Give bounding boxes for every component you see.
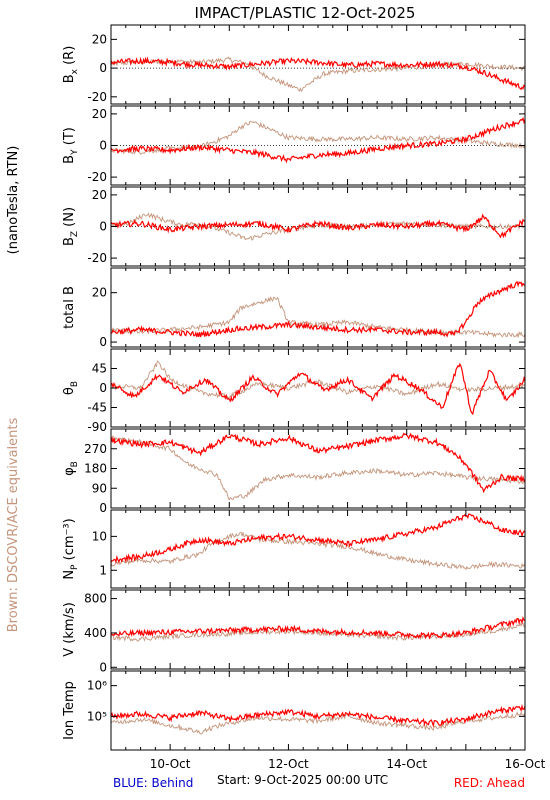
series-ahead-theta <box>111 362 525 416</box>
series-dscovr-by <box>111 120 525 155</box>
ytick-label: 0 <box>99 139 107 153</box>
ytick-label: -20 <box>87 170 107 184</box>
ytick-label: -90 <box>87 420 107 434</box>
ytick-label: 20 <box>92 188 107 202</box>
ytick-label: 90 <box>92 481 107 495</box>
ytick-label: 0 <box>99 61 107 75</box>
series-dscovr-bz <box>111 212 525 241</box>
ytick-label: -20 <box>87 90 107 104</box>
ylabel-bx: Bx (R) <box>62 46 80 84</box>
panel-np: 10 1 NP (cm⁻³) <box>62 509 526 589</box>
footer-behind: BLUE: Behind <box>113 776 193 790</box>
panel-frame <box>110 670 526 751</box>
xtick-label: 16-Oct <box>505 757 546 771</box>
footer-start: Start: 9-Oct-2025 00:00 UTC <box>217 773 388 787</box>
ytick-label: 20 <box>92 107 107 121</box>
panels-group: 20 0 -20 Bx (R) 20 0 -20 BY (T) 20 0 -20 BZ (N) 20 0 t… <box>62 24 526 751</box>
ylabel-theta: θB <box>62 381 80 395</box>
ytick-label: 20 <box>92 32 107 46</box>
series-dscovr-theta <box>111 360 525 400</box>
panel-btot: 20 0 total B <box>62 267 526 349</box>
panel-by: 20 0 -20 BY (T) <box>62 105 526 186</box>
series-dscovr-btot <box>111 295 525 339</box>
series-ahead-np <box>111 513 525 564</box>
plot-title: IMPACT/PLASTIC 12-Oct-2025 <box>195 4 416 22</box>
series-dscovr-phi <box>111 435 525 501</box>
ytick-label: 10 <box>92 529 107 543</box>
ylabel-phi: φB <box>62 461 80 476</box>
ytick-label: 180 <box>84 462 107 476</box>
ylabel-np: NP (cm⁻³) <box>62 518 80 579</box>
footer-ahead: RED: Ahead <box>454 776 525 790</box>
ylabel-by: BY (T) <box>62 127 80 164</box>
ytick-label: 45 <box>92 362 107 376</box>
ytick-label: 0 <box>99 501 107 515</box>
panel-bz: 20 0 -20 BZ (N) <box>62 186 526 267</box>
series-ahead-v <box>111 615 525 640</box>
series-ahead-temp <box>111 703 525 728</box>
xtick-label: 10-Oct <box>150 757 191 771</box>
ylabel-v: V (km/s) <box>62 602 77 657</box>
series-dscovr-bx <box>111 56 525 93</box>
series-ahead-by <box>111 116 525 164</box>
panel-bx: 20 0 -20 Bx (R) <box>62 24 526 105</box>
ytick-label: 0 <box>99 381 107 395</box>
xtick-label: 12-Oct <box>268 757 309 771</box>
ytick-label: 800 <box>84 592 107 606</box>
series-dscovr-temp <box>111 711 525 735</box>
series-dscovr-np <box>111 531 525 571</box>
ylabel-btot: total B <box>62 286 77 329</box>
x-axis: 10-Oct 12-Oct 14-Oct 16-Oct <box>150 757 546 771</box>
panel-frame <box>110 428 526 509</box>
ytick-label: 20 <box>92 286 107 300</box>
ytick-label: -45 <box>87 401 107 415</box>
ytick-label: 1 <box>99 563 107 577</box>
panel-phi: 270 180 90 0 φB <box>62 428 526 515</box>
ytick-label: 0 <box>99 335 107 349</box>
series-ahead-phi <box>111 432 525 494</box>
ylabel-bz: BZ (N) <box>62 207 80 246</box>
series-ahead-btot <box>111 281 525 338</box>
ytick-label: 400 <box>84 626 107 640</box>
ylabel-temp: Ion Temp <box>62 681 77 740</box>
ytick-label: -20 <box>87 251 107 265</box>
side-label-dscovr: Brown: DSCOVR/ACE equivalents <box>6 418 21 633</box>
ytick-label: 10⁵ <box>87 709 107 723</box>
panel-temp: 10⁶ 10⁵ Ion Temp <box>62 670 526 751</box>
ytick-label: 0 <box>99 220 107 234</box>
series-ahead-bx <box>111 56 525 91</box>
ytick-label: 10⁶ <box>87 679 107 693</box>
ytick-label: 0 <box>99 660 107 674</box>
panel-v: 800 400 0 V (km/s) <box>62 589 526 674</box>
side-label-rtn: (nanoTesla, RTN) <box>6 146 21 255</box>
ytick-label: 270 <box>84 442 107 456</box>
xtick-label: 14-Oct <box>386 757 427 771</box>
panel-theta: 45 0 -45 -90 θB <box>62 348 526 434</box>
series-ahead-bz <box>111 213 525 239</box>
